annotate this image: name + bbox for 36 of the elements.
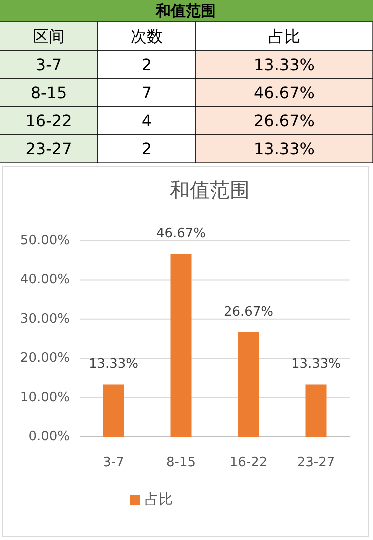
x-tick-label: 16-22 <box>230 456 268 470</box>
legend-label: 占比 <box>145 492 173 508</box>
bar <box>306 384 327 437</box>
category-label: 8-15 <box>30 84 68 102</box>
bar <box>170 254 192 437</box>
category-label: 3-7 <box>36 56 62 74</box>
data-label: 46.67% <box>254 84 316 102</box>
y-tick-label: 30.00% <box>20 312 70 327</box>
y-tick-label: 0.00% <box>28 430 70 444</box>
data-label: 13.33% <box>291 357 342 372</box>
y-tick-label: 20.00% <box>20 351 70 366</box>
data-label: 26.67% <box>254 112 316 130</box>
data-label: 7 <box>142 84 152 102</box>
text: 和值范围 <box>155 2 216 20</box>
chart-title: 和值范围 <box>170 178 250 202</box>
data-label: 13.33% <box>254 56 316 74</box>
data-label: 13.33% <box>88 357 139 372</box>
series-label: 次数 <box>131 27 163 46</box>
data-label: 26.67% <box>224 304 274 320</box>
data-label: 4 <box>142 112 152 130</box>
data-label: 13.33% <box>254 140 316 158</box>
data-label: 46.67% <box>156 226 206 242</box>
data-label: 2 <box>142 56 152 74</box>
bar <box>103 384 124 437</box>
category-label: 16-22 <box>26 112 72 130</box>
y-tick-label: 40.00% <box>20 272 70 288</box>
y-tick-label: 50.00% <box>20 234 70 248</box>
series-label: 占比 <box>268 27 300 46</box>
category-label: 23-27 <box>26 140 72 158</box>
x-tick-label: 23-27 <box>297 456 336 470</box>
y-tick-label: 10.00% <box>20 390 70 406</box>
bar <box>238 332 260 437</box>
x-tick-label: 8-15 <box>166 456 196 470</box>
text: 区间 <box>33 27 65 46</box>
x-tick-label: 3-7 <box>103 456 124 470</box>
data-label: 2 <box>142 140 152 158</box>
